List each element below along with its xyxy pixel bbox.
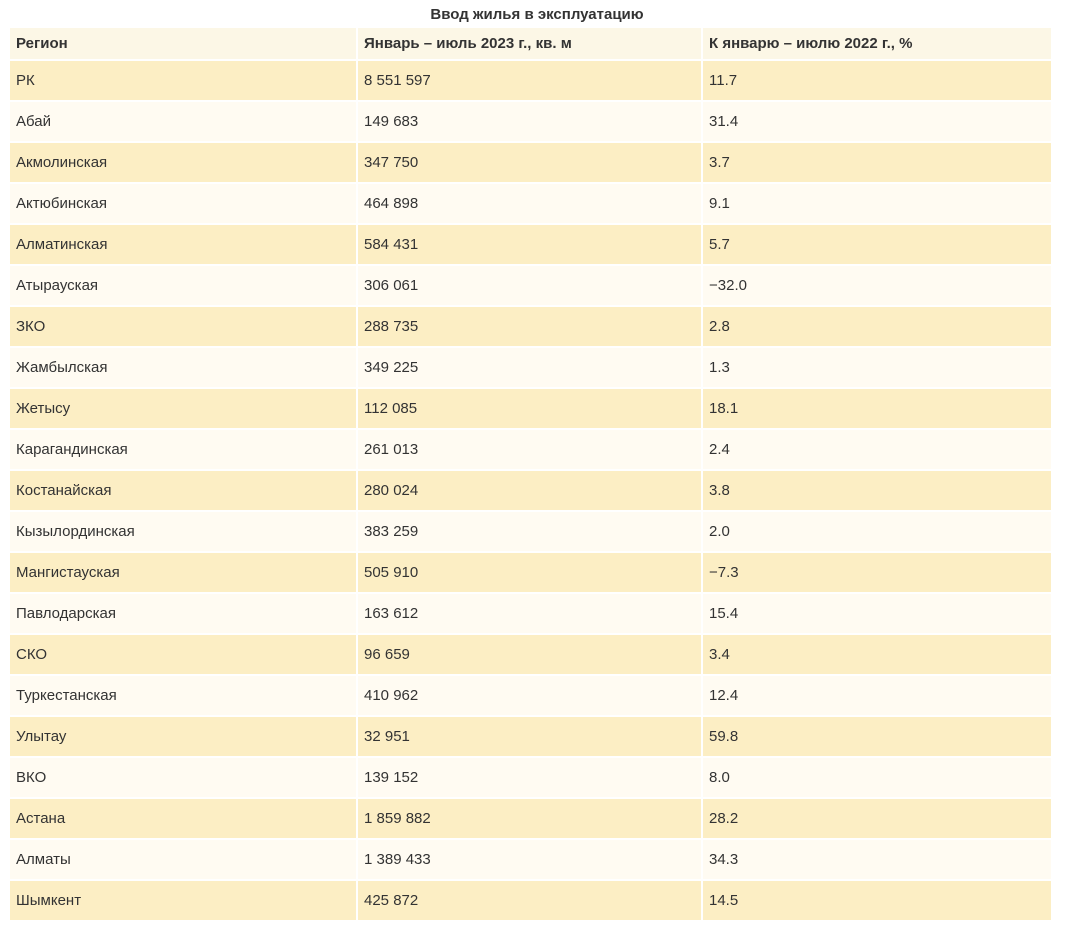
value-cell: 32 951 [358,717,701,756]
region-cell: Жамбылская [10,348,356,387]
table-header-row: Регион Январь – июль 2023 г., кв. м К ян… [10,28,1051,59]
value-cell: 1 859 882 [358,799,701,838]
value-cell: 288 735 [358,307,701,346]
region-cell: СКО [10,635,356,674]
value-cell: 410 962 [358,676,701,715]
region-cell: Улытау [10,717,356,756]
value-cell: 349 225 [358,348,701,387]
value-cell: 464 898 [358,184,701,223]
region-cell: Жетысу [10,389,356,428]
table-row: Улытау 32 951 59.8 [10,717,1051,756]
table-header: Регион Январь – июль 2023 г., кв. м К ян… [10,28,1051,59]
value-cell: 112 085 [358,389,701,428]
percent-cell: 12.4 [703,676,1051,715]
percent-cell: 2.4 [703,430,1051,469]
table-row: Мангистауская 505 910 −7.3 [10,553,1051,592]
region-cell: ВКО [10,758,356,797]
region-cell: Карагандинская [10,430,356,469]
region-cell: Астана [10,799,356,838]
percent-cell: 31.4 [703,102,1051,141]
percent-cell: 18.1 [703,389,1051,428]
percent-cell: 3.7 [703,143,1051,182]
value-cell: 306 061 [358,266,701,305]
percent-cell: 15.4 [703,594,1051,633]
value-cell: 584 431 [358,225,701,264]
value-cell: 383 259 [358,512,701,551]
value-cell: 280 024 [358,471,701,510]
value-cell: 139 152 [358,758,701,797]
column-header-region: Регион [10,28,356,59]
percent-cell: 2.8 [703,307,1051,346]
percent-cell: 1.3 [703,348,1051,387]
column-header-2022-percent: К январю – июлю 2022 г., % [703,28,1051,59]
percent-cell: 3.4 [703,635,1051,674]
table-row: Абай 149 683 31.4 [10,102,1051,141]
percent-cell: 14.5 [703,881,1051,920]
table-row: Акмолинская 347 750 3.7 [10,143,1051,182]
region-cell: Павлодарская [10,594,356,633]
table-row: Кызылординская 383 259 2.0 [10,512,1051,551]
table-row: РК 8 551 597 11.7 [10,61,1051,100]
value-cell: 8 551 597 [358,61,701,100]
column-header-2023-value: Январь – июль 2023 г., кв. м [358,28,701,59]
value-cell: 347 750 [358,143,701,182]
region-cell: Абай [10,102,356,141]
region-cell: Алматы [10,840,356,879]
table-row: Жамбылская 349 225 1.3 [10,348,1051,387]
table-row: Актюбинская 464 898 9.1 [10,184,1051,223]
table-row: Карагандинская 261 013 2.4 [10,430,1051,469]
table-row: Костанайская 280 024 3.8 [10,471,1051,510]
table-row: Павлодарская 163 612 15.4 [10,594,1051,633]
table-row: Алматинская 584 431 5.7 [10,225,1051,264]
table-row: Жетысу 112 085 18.1 [10,389,1051,428]
region-cell: Мангистауская [10,553,356,592]
value-cell: 425 872 [358,881,701,920]
percent-cell: 2.0 [703,512,1051,551]
region-cell: Атырауская [10,266,356,305]
table-row: Атырауская 306 061 −32.0 [10,266,1051,305]
value-cell: 163 612 [358,594,701,633]
region-cell: Кызылординская [10,512,356,551]
percent-cell: 59.8 [703,717,1051,756]
table-row: Туркестанская 410 962 12.4 [10,676,1051,715]
region-cell: ЗКО [10,307,356,346]
region-cell: Шымкент [10,881,356,920]
region-cell: Костанайская [10,471,356,510]
percent-cell: 34.3 [703,840,1051,879]
table-body: РК 8 551 597 11.7 Абай 149 683 31.4 Акмо… [10,61,1051,920]
region-cell: Туркестанская [10,676,356,715]
percent-cell: 3.8 [703,471,1051,510]
percent-cell: −7.3 [703,553,1051,592]
value-cell: 1 389 433 [358,840,701,879]
housing-table: Регион Январь – июль 2023 г., кв. м К ян… [8,26,1053,922]
percent-cell: 28.2 [703,799,1051,838]
table-row: Алматы 1 389 433 34.3 [10,840,1051,879]
percent-cell: 5.7 [703,225,1051,264]
region-cell: Акмолинская [10,143,356,182]
table-row: ЗКО 288 735 2.8 [10,307,1051,346]
region-cell: Актюбинская [10,184,356,223]
percent-cell: 11.7 [703,61,1051,100]
percent-cell: −32.0 [703,266,1051,305]
value-cell: 261 013 [358,430,701,469]
table-row: Астана 1 859 882 28.2 [10,799,1051,838]
table-row: ВКО 139 152 8.0 [10,758,1051,797]
percent-cell: 9.1 [703,184,1051,223]
percent-cell: 8.0 [703,758,1051,797]
region-cell: Алматинская [10,225,356,264]
region-cell: РК [10,61,356,100]
value-cell: 149 683 [358,102,701,141]
page-title: Ввод жилья в эксплуатацию [430,6,644,23]
table-row: СКО 96 659 3.4 [10,635,1051,674]
table-row: Шымкент 425 872 14.5 [10,881,1051,920]
value-cell: 505 910 [358,553,701,592]
value-cell: 96 659 [358,635,701,674]
